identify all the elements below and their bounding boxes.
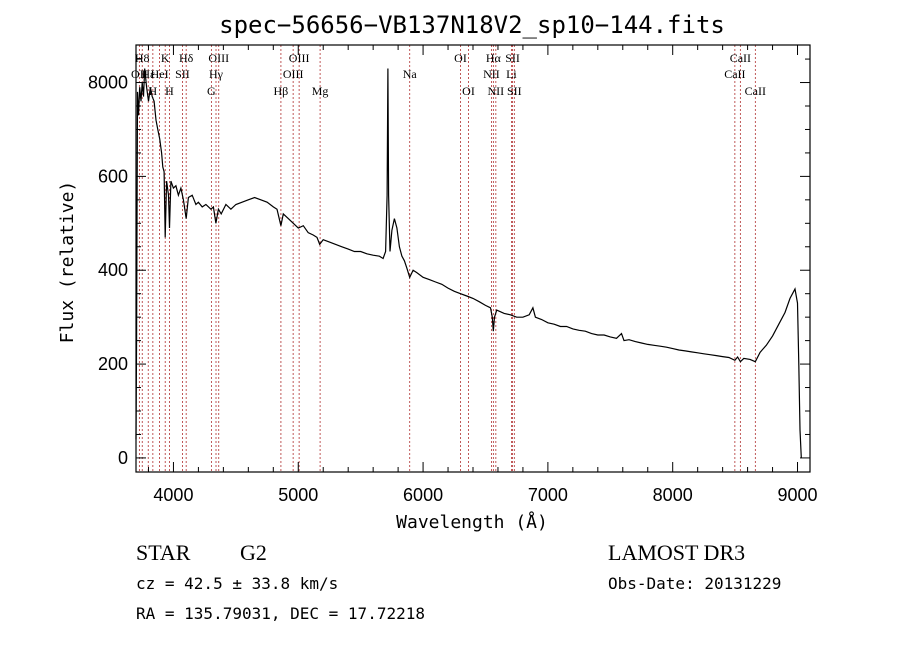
survey-name: LAMOST DR3 [608,540,745,565]
spectrum-line [135,68,802,458]
x-tick-label: 7000 [528,485,568,505]
y-tick-label: 600 [98,166,128,186]
chart-title: spec−56656−VB137N18V2_sp10−144.fits [219,11,725,39]
spectral-line-label: SII [507,84,522,98]
axis-ticks [136,45,810,472]
y-tick-label: 8000 [88,73,128,93]
spectral-line-label: CaII [745,84,766,98]
y-axis-label: Flux (relative) [57,181,78,344]
x-tick-label: 6000 [403,485,443,505]
y-tick-label: 0 [118,448,128,468]
spectral-line-label: Na [403,67,418,81]
x-tick-label: 4000 [153,485,193,505]
spectral-line-label: H8 [135,51,150,65]
axis-tick-labels: 4000 5000 6000 7000 8000 9000 0 200 400 600 8000 [88,73,818,505]
spectral-line-label: HeI [151,67,169,81]
spectral-line-label: H [165,84,174,98]
plot-frame [135,44,811,473]
spectral-line-label: NII [483,67,500,81]
object-class: STAR [136,540,191,565]
spectral-line-label: K [161,51,170,65]
x-tick-label: 8000 [653,485,693,505]
spectral-line-label: Li [506,67,517,81]
spectral-line-label: OIII [208,51,229,65]
object-subclass: G2 [240,540,267,565]
x-axis-label: Wavelength (Å) [396,511,548,533]
x-tick-label: 5000 [278,485,318,505]
spectral-line-label: H [149,84,158,98]
redshift-cz: cz = 42.5 ± 33.8 km/s [136,574,338,593]
spectral-line-label: G [207,84,216,98]
x-tick-label: 9000 [777,485,817,505]
observation-date: Obs-Date: 20131229 [608,574,781,593]
spectral-line-label: OII [131,67,148,81]
spectral-line-label: CaII [730,51,751,65]
spectral-line-label: Mg [312,84,329,98]
spectral-line-label: Hα [486,51,502,65]
y-tick-label: 200 [98,354,128,374]
spectral-line-label: Hγ [209,67,224,81]
spectral-line-label: OI [454,51,467,65]
spectral-line-label: NII [488,84,505,98]
spectral-line-label: CaII [724,67,745,81]
y-tick-label: 400 [98,260,128,280]
spectral-line-label: OIII [289,51,310,65]
spectral-line-label: OI [462,84,475,98]
spectral-line-label: SII [505,51,520,65]
ra-dec-coordinates: RA = 135.79031, DEC = 17.72218 [136,604,425,623]
spectral-line-label: OIII [283,67,304,81]
spectral-line-label: Hβ [274,84,289,98]
spectral-line-label: Hδ [179,51,194,65]
spectral-line-labels: OIIH8HεHHeIKHSIIHδGHγOIIIHβOIIIOIIIMgNaO… [131,51,766,98]
spectral-line-markers [138,45,756,472]
spectral-line-label: SII [175,67,190,81]
